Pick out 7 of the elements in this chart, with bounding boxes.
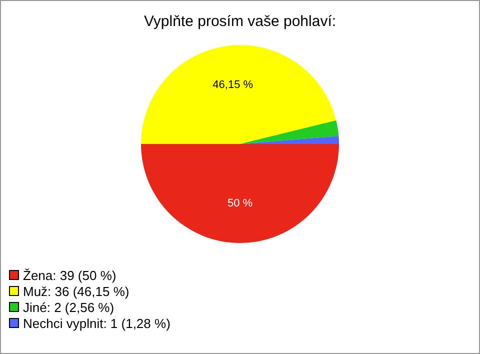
data-label: 46,15 % — [212, 79, 254, 92]
legend-label: Jiné: 2 (2,56 %) — [23, 300, 114, 314]
data-label: 50 % — [227, 197, 253, 210]
chart-title: Vyplňte prosím vaše pohlaví: — [144, 13, 336, 30]
legend-label: Muž: 36 (46,15 %) — [23, 284, 130, 298]
legend-label: Žena: 39 (50 %) — [23, 268, 116, 282]
legend-label: Nechci vyplnit: 1 (1,28 %) — [23, 316, 170, 330]
